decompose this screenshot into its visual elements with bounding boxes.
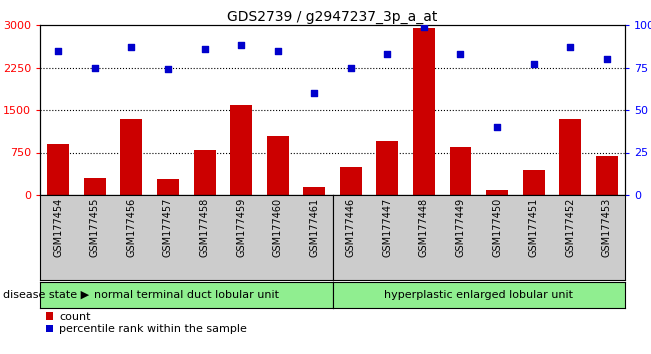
Text: GSM177458: GSM177458: [199, 198, 210, 257]
Bar: [596, 156, 618, 195]
Text: GSM177453: GSM177453: [602, 198, 612, 257]
Text: GSM177459: GSM177459: [236, 198, 246, 257]
Point: [90, 65, 100, 70]
Point: [273, 48, 283, 53]
Bar: [376, 141, 398, 195]
Bar: [413, 28, 435, 195]
Text: GSM177457: GSM177457: [163, 198, 173, 257]
Point: [53, 48, 64, 53]
Point: [199, 46, 210, 52]
Point: [602, 56, 612, 62]
Point: [163, 66, 173, 72]
Text: hyperplastic enlarged lobular unit: hyperplastic enlarged lobular unit: [384, 290, 574, 300]
Text: GSM177448: GSM177448: [419, 198, 429, 257]
Point: [346, 65, 356, 70]
Bar: [486, 190, 508, 195]
Bar: [559, 119, 581, 195]
Point: [126, 44, 137, 50]
Bar: [157, 179, 179, 195]
Point: [309, 90, 320, 96]
Bar: [120, 119, 143, 195]
Point: [419, 24, 429, 29]
Bar: [449, 147, 471, 195]
Point: [236, 42, 246, 48]
Text: GSM177449: GSM177449: [456, 198, 465, 257]
Text: GSM177461: GSM177461: [309, 198, 319, 257]
Text: GSM177456: GSM177456: [126, 198, 137, 257]
Text: disease state ▶: disease state ▶: [3, 290, 89, 300]
Text: GSM177455: GSM177455: [90, 198, 100, 257]
Text: GSM177450: GSM177450: [492, 198, 502, 257]
Text: GSM177452: GSM177452: [565, 198, 575, 257]
Bar: [84, 178, 106, 195]
Point: [565, 44, 575, 50]
Bar: [303, 187, 326, 195]
Legend: count, percentile rank within the sample: count, percentile rank within the sample: [46, 312, 247, 335]
Bar: [193, 150, 215, 195]
Title: GDS2739 / g2947237_3p_a_at: GDS2739 / g2947237_3p_a_at: [227, 10, 437, 24]
Point: [529, 61, 539, 67]
Point: [382, 51, 393, 57]
Text: GSM177447: GSM177447: [382, 198, 393, 257]
Bar: [267, 136, 288, 195]
Text: GSM177460: GSM177460: [273, 198, 283, 257]
Point: [492, 124, 502, 130]
Bar: [523, 170, 545, 195]
Bar: [230, 105, 252, 195]
Point: [455, 51, 465, 57]
Bar: [48, 144, 69, 195]
Text: GSM177446: GSM177446: [346, 198, 356, 257]
Text: GSM177451: GSM177451: [529, 198, 538, 257]
Bar: [340, 167, 362, 195]
Text: normal terminal duct lobular unit: normal terminal duct lobular unit: [94, 290, 279, 300]
Text: GSM177454: GSM177454: [53, 198, 63, 257]
